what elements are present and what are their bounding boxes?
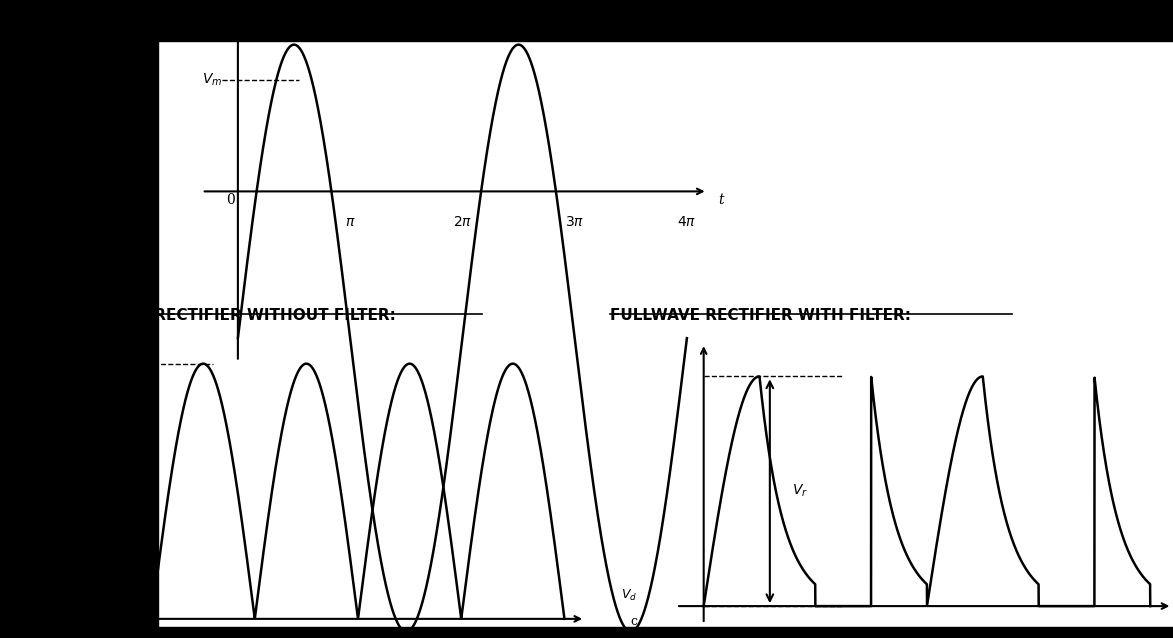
Text: 0: 0 bbox=[226, 193, 236, 207]
Text: $\pi$: $\pi$ bbox=[345, 215, 355, 229]
Text: $V_d$: $V_d$ bbox=[622, 588, 638, 604]
Text: t: t bbox=[718, 193, 724, 207]
Text: $V_m$: $V_m$ bbox=[101, 387, 120, 402]
Text: $4\pi$: $4\pi$ bbox=[677, 215, 697, 229]
Text: $2\pi$: $2\pi$ bbox=[453, 215, 472, 229]
Text: FULLWAVE RECTIFIER WITH FILTER:: FULLWAVE RECTIFIER WITH FILTER: bbox=[610, 308, 911, 323]
Text: c: c bbox=[631, 615, 638, 628]
Text: $3\pi$: $3\pi$ bbox=[565, 215, 584, 229]
Text: 0: 0 bbox=[141, 629, 149, 638]
Text: $V_r$: $V_r$ bbox=[792, 483, 808, 500]
Text: FULLWAVE RECTIFIER WITHOUT FILTER:: FULLWAVE RECTIFIER WITHOUT FILTER: bbox=[59, 308, 395, 323]
Text: $V_{ac}$: $V_{ac}$ bbox=[128, 328, 149, 343]
Text: $V_{ac}$: $V_{ac}$ bbox=[213, 0, 236, 9]
Text: Input Waveform: Input Waveform bbox=[217, 0, 380, 10]
Text: $V_m$: $V_m$ bbox=[202, 71, 222, 88]
